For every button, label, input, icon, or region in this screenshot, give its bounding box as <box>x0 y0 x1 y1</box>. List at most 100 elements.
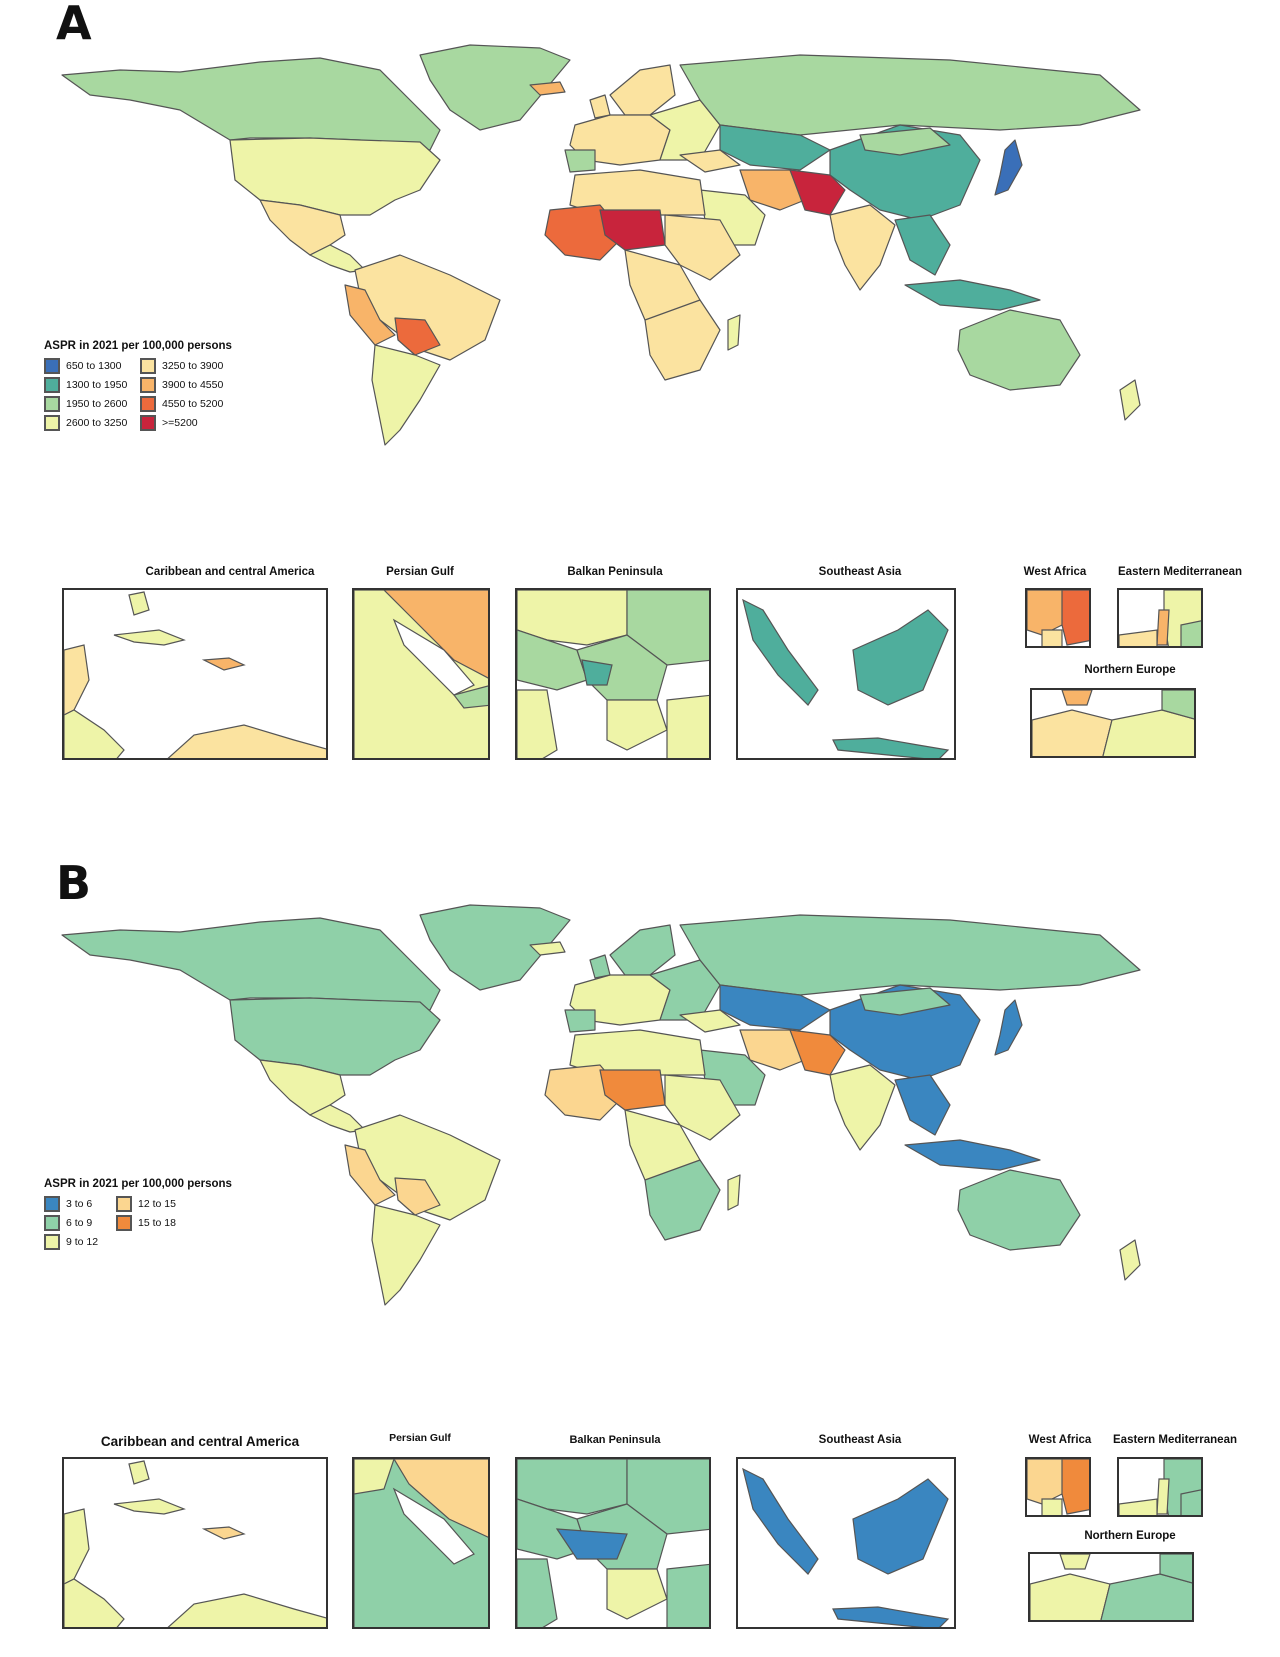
legend-label: 3 to 6 <box>66 1198 93 1210</box>
panel-a: A <box>0 0 1280 800</box>
region-peru <box>344 284 396 346</box>
legend-label: 1300 to 1950 <box>66 379 128 391</box>
legend-label: 12 to 15 <box>138 1198 176 1210</box>
region-madagascar <box>727 314 741 351</box>
legend-label: 3250 to 3900 <box>162 360 224 372</box>
legend-swatch <box>44 1215 60 1231</box>
inset-west-africa <box>1025 588 1091 648</box>
legend-label: 9 to 12 <box>66 1236 99 1248</box>
region-australia <box>957 309 1081 391</box>
region-turkey <box>679 149 741 173</box>
inset-persian-gulf <box>352 1457 490 1629</box>
legend-swatch <box>44 396 60 412</box>
inset-southeast-asia <box>736 588 956 760</box>
legend-item: 1300 to 1950 <box>44 377 140 393</box>
legend-label: 3900 to 4550 <box>162 379 224 391</box>
legend-item: 6 to 9 <box>44 1215 116 1231</box>
inset-northern-europe <box>1028 1552 1194 1622</box>
legend-swatch <box>140 396 156 412</box>
panel-letter: B <box>56 856 92 910</box>
region-mongolia <box>859 127 951 156</box>
legend-item: 9 to 12 <box>44 1234 116 1250</box>
inset-title-eastern-mediterranean: Eastern Mediterranean <box>1113 1434 1237 1446</box>
legend-item: 3900 to 4550 <box>140 377 250 393</box>
legend-label: 650 to 1300 <box>66 360 122 372</box>
legend-item: 3250 to 3900 <box>140 358 250 374</box>
legend-label: >=5200 <box>162 417 198 429</box>
region-bolivia <box>394 317 441 356</box>
inset-title-southeast-asia: Southeast Asia <box>818 1434 902 1446</box>
legend-swatch <box>44 415 60 431</box>
region-sahel <box>599 209 666 251</box>
panel-b: B <box>0 860 1280 1657</box>
legend-swatch <box>44 358 60 374</box>
legend-title: ASPR in 2021 per 100,000 persons <box>44 340 232 352</box>
legend-title: ASPR in 2021 per 100,000 persons <box>44 1178 232 1190</box>
region-iran <box>739 169 806 211</box>
legend-swatch <box>44 1234 60 1250</box>
region-greenland <box>419 44 571 131</box>
legend-swatch <box>116 1215 132 1231</box>
legend-label: 6 to 9 <box>66 1217 93 1229</box>
region-afghanistan-pakistan <box>789 169 846 216</box>
inset-title-persian-gulf: Persian Gulf <box>386 566 454 578</box>
region-india <box>829 204 896 291</box>
legend-swatch <box>140 415 156 431</box>
legend-item: 1950 to 2600 <box>44 396 140 412</box>
inset-persian-gulf <box>352 588 490 760</box>
legend-swatch <box>140 377 156 393</box>
inset-title-southeast-asia: Southeast Asia <box>818 566 902 578</box>
region-south-america-south <box>371 344 441 446</box>
inset-title-persian-gulf: Persian Gulf <box>389 1432 451 1444</box>
legend-item: 3 to 6 <box>44 1196 116 1212</box>
region-north-america-north <box>61 57 441 151</box>
inset-title-caribbean: Caribbean and central America <box>100 1434 300 1449</box>
legend-item: >=5200 <box>140 415 250 431</box>
inset-title-balkan: Balkan Peninsula <box>569 1434 661 1446</box>
inset-caribbean <box>62 588 328 760</box>
map-legend: ASPR in 2021 per 100,000 persons 3 to 6 … <box>44 1178 232 1250</box>
world-map <box>61 44 1141 446</box>
legend-label: 4550 to 5200 <box>162 398 224 410</box>
region-new-zealand <box>1119 379 1141 421</box>
region-japan <box>994 139 1023 196</box>
region-indonesia <box>904 279 1041 311</box>
legend-swatch <box>44 377 60 393</box>
region-east-africa <box>664 214 741 281</box>
inset-southeast-asia <box>736 1457 956 1629</box>
inset-title-caribbean: Caribbean and central America <box>145 566 315 578</box>
world-map <box>61 904 1141 1306</box>
region-indochina <box>894 214 951 276</box>
legend-swatch <box>116 1196 132 1212</box>
region-russia <box>679 54 1141 136</box>
legend-label: 2600 to 3250 <box>66 417 128 429</box>
region-iberia <box>564 149 596 173</box>
region-iceland <box>529 81 566 96</box>
inset-title-balkan: Balkan Peninsula <box>567 566 663 578</box>
legend-swatch <box>44 1196 60 1212</box>
inset-title-northern-europe: Northern Europe <box>1084 1530 1176 1542</box>
region-southern-africa <box>644 299 721 381</box>
region-north-africa <box>569 169 706 216</box>
inset-eastern-mediterranean <box>1117 1457 1203 1517</box>
inset-balkan <box>515 1457 711 1629</box>
inset-title-eastern-mediterranean: Eastern Mediterranean <box>1118 566 1242 578</box>
legend-item: 2600 to 3250 <box>44 415 140 431</box>
map-legend: ASPR in 2021 per 100,000 persons 650 to … <box>44 340 250 431</box>
inset-balkan <box>515 588 711 760</box>
panel-letter: A <box>56 0 92 50</box>
inset-eastern-mediterranean <box>1117 588 1203 648</box>
legend-label: 15 to 18 <box>138 1217 176 1229</box>
inset-title-west-africa: West Africa <box>1028 1434 1092 1446</box>
legend-item: 15 to 18 <box>116 1215 206 1231</box>
inset-caribbean <box>62 1457 328 1629</box>
legend-item: 12 to 15 <box>116 1196 206 1212</box>
inset-title-northern-europe: Northern Europe <box>1084 664 1176 676</box>
legend-label: 1950 to 2600 <box>66 398 128 410</box>
region-uk <box>589 94 611 119</box>
inset-title-west-africa: West Africa <box>1023 566 1087 578</box>
legend-item: 650 to 1300 <box>44 358 140 374</box>
legend-swatch <box>140 358 156 374</box>
inset-west-africa <box>1025 1457 1091 1517</box>
legend-item: 4550 to 5200 <box>140 396 250 412</box>
